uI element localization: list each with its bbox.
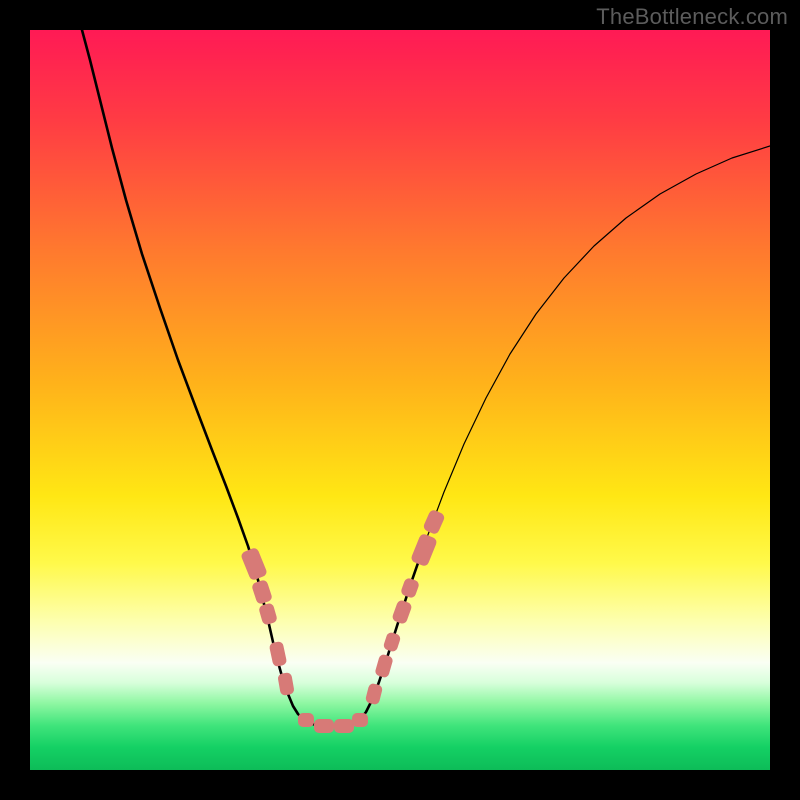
- data-marker: [314, 719, 334, 733]
- chart-frame: TheBottleneck.com: [0, 0, 800, 800]
- watermark-label: TheBottleneck.com: [596, 4, 788, 30]
- plot-background: [30, 30, 770, 770]
- data-marker: [298, 713, 314, 727]
- data-marker: [352, 713, 368, 727]
- chart-svg: [0, 0, 800, 800]
- data-marker: [334, 719, 354, 733]
